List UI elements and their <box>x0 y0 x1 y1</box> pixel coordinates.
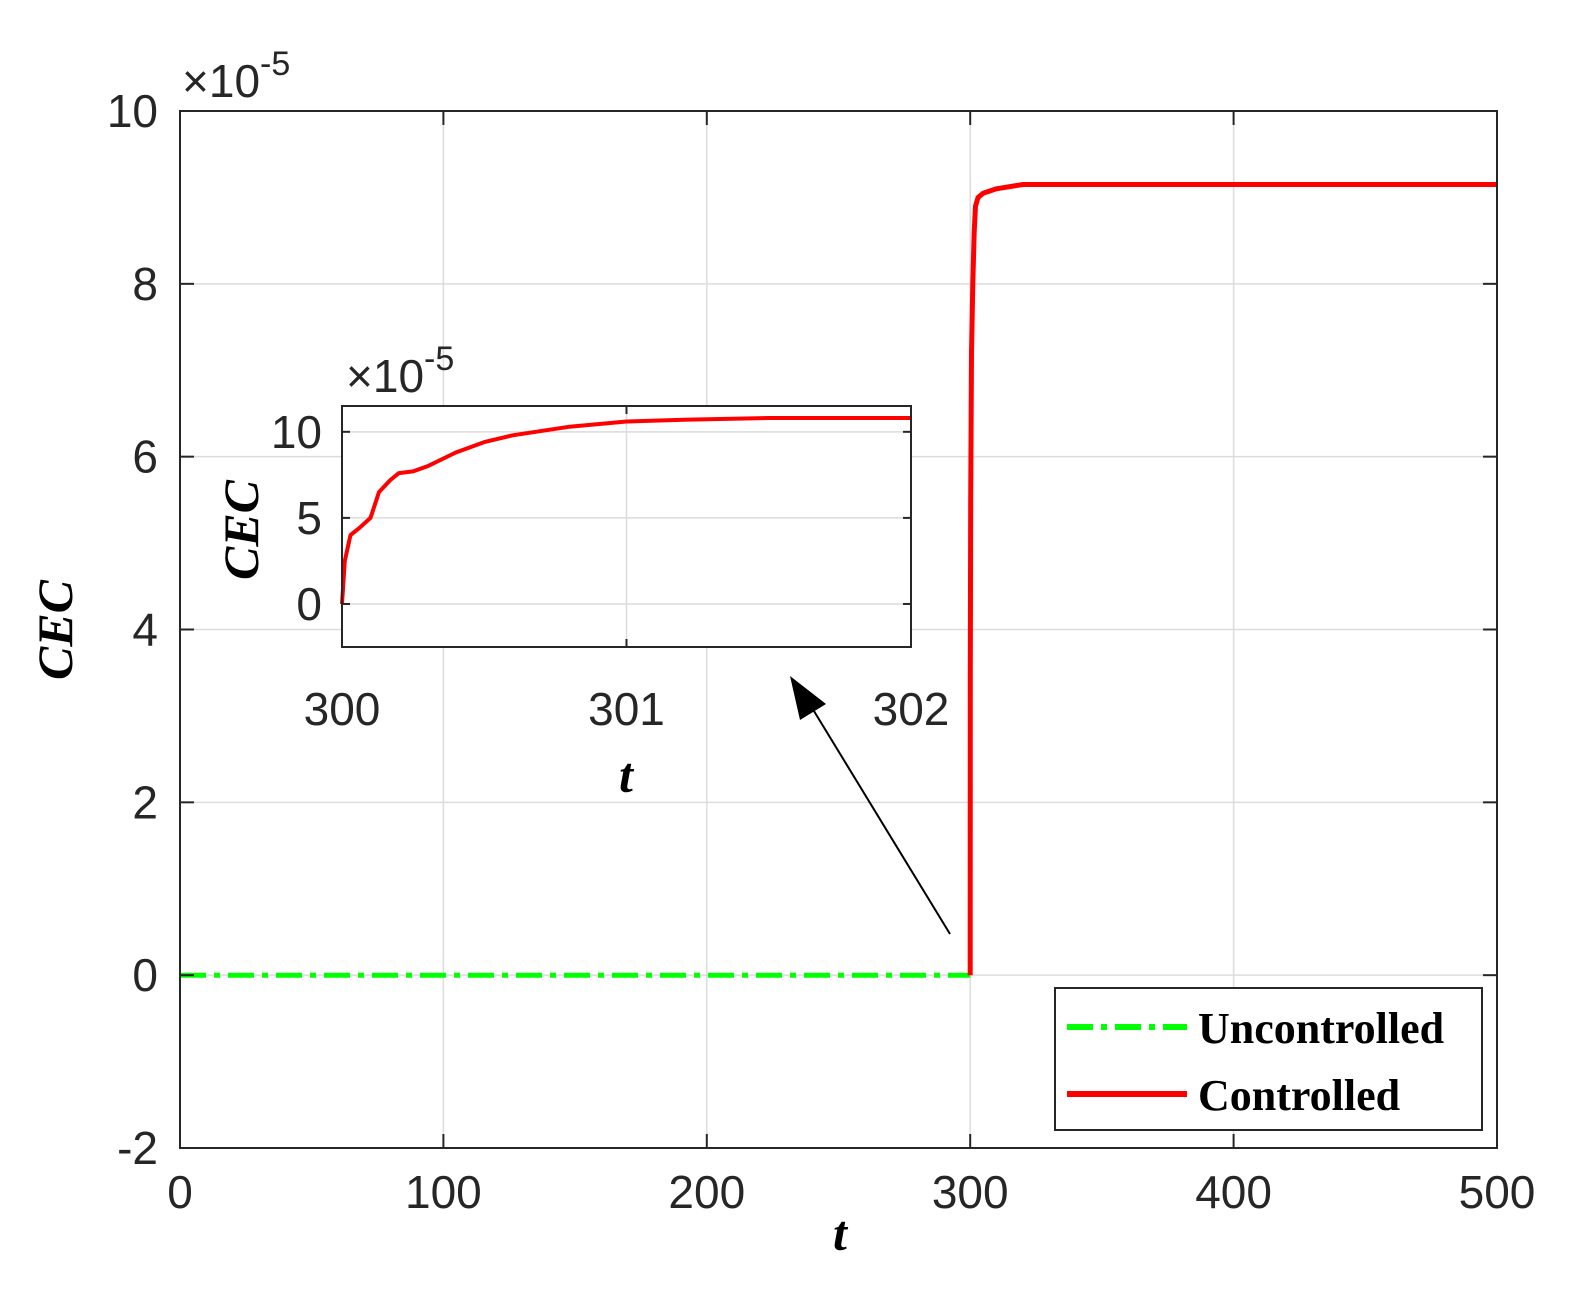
main-y-tick-label: 2 <box>132 776 158 828</box>
main-y-tick-label: -2 <box>117 1122 158 1174</box>
main-y-axis-label: CEC <box>27 579 83 680</box>
legend-box <box>1054 987 1483 1131</box>
legend-label-uncontrolled: Uncontrolled <box>1198 1004 1444 1053</box>
main-y-tick-label: 10 <box>107 85 158 137</box>
inset-x-tick-label: 300 <box>304 683 381 735</box>
inset-y-exponent: ×10-5 <box>346 340 454 402</box>
main-y-tick-labels: -2 0 2 4 6 8 10 <box>107 85 158 1174</box>
inset-y-tick-label: 10 <box>271 406 322 458</box>
zoom-arrow-shaft <box>805 697 951 935</box>
main-x-tick-label: 100 <box>405 1166 482 1218</box>
main-y-exponent: ×10-5 <box>182 45 290 107</box>
main-x-tick-label: 300 <box>932 1166 1009 1218</box>
main-y-tick-label: 4 <box>132 604 158 656</box>
main-x-tick-label: 500 <box>1459 1166 1536 1218</box>
main-x-tick-label: 400 <box>1195 1166 1272 1218</box>
inset-x-tick-label: 301 <box>588 683 665 735</box>
inset-plot: 300 301 302 0 5 10 ×10-5 t CEC <box>213 340 949 803</box>
main-ticks <box>179 110 1498 1149</box>
main-series <box>180 182 1497 978</box>
main-x-axis-label: t <box>833 1205 849 1261</box>
main-x-tick-label: 200 <box>668 1166 745 1218</box>
inset-x-tick-labels: 300 301 302 <box>304 683 950 735</box>
inset-series <box>340 416 911 605</box>
inset-y-tick-label: 5 <box>296 492 322 544</box>
inset-y-tick-labels: 0 5 10 <box>271 406 322 630</box>
inset-ticks <box>341 406 912 647</box>
inset-x-axis-label: t <box>619 747 635 803</box>
inset-series-line-controlled <box>340 416 911 605</box>
legend: Uncontrolled Controlled <box>1054 987 1483 1131</box>
legend-label-controlled: Controlled <box>1198 1071 1400 1120</box>
main-y-tick-label: 0 <box>132 949 158 1001</box>
main-series-line-controlled <box>967 182 1497 976</box>
main-y-tick-label: 8 <box>132 258 158 310</box>
main-y-tick-label: 6 <box>132 431 158 483</box>
main-x-tick-label: 0 <box>167 1166 193 1218</box>
zoom-arrow <box>790 676 951 935</box>
main-x-tick-labels: 0 100 200 300 400 500 <box>167 1166 1535 1218</box>
zoom-arrow-head <box>790 676 826 720</box>
inset-y-axis-label: CEC <box>213 479 269 580</box>
inset-y-tick-label: 0 <box>296 578 322 630</box>
inset-x-tick-label: 302 <box>873 683 950 735</box>
